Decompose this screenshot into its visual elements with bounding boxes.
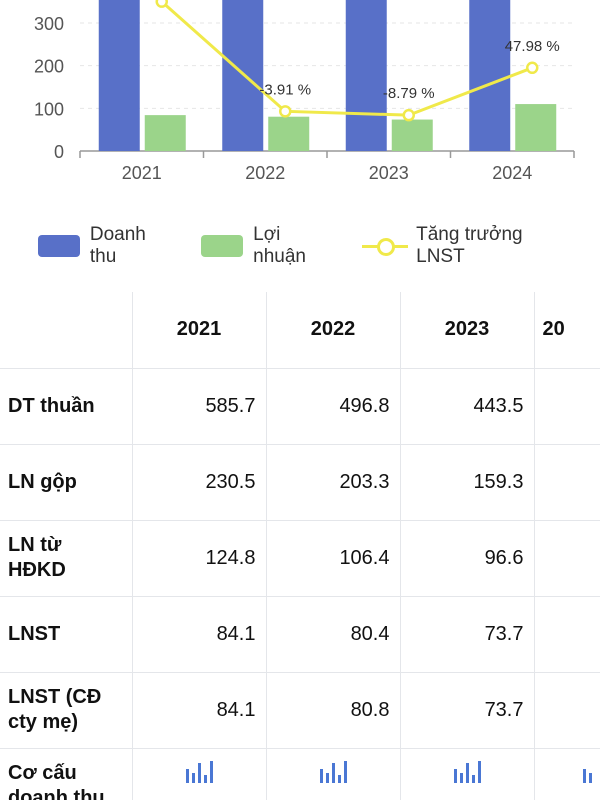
- growth-data-label: 47.98 %: [505, 38, 560, 55]
- bar-revenue: [345, 0, 387, 152]
- table-cell[interactable]: [534, 748, 600, 800]
- legend-item-growth[interactable]: Tăng trưởng LNST: [362, 224, 576, 268]
- bar-profit: [268, 116, 310, 151]
- growth-point: [402, 108, 415, 122]
- bar-revenue: [469, 0, 511, 151]
- financial-table: 2021 2022 2023 20 DT thuần 585.7 496.8 4…: [0, 292, 600, 800]
- table-header-cell: 20: [534, 292, 600, 369]
- table-cell: 159.3: [400, 444, 535, 521]
- growth-point: [279, 105, 292, 118]
- table-cell: 106.4: [266, 520, 401, 597]
- x-tick-label: 2024: [492, 163, 532, 183]
- table-cell: 124.8: [132, 520, 267, 597]
- legend-swatch-growth: [362, 235, 408, 257]
- table-cell: 443.5: [400, 368, 535, 445]
- growth-point: [155, 0, 168, 8]
- table-cell[interactable]: [132, 748, 267, 800]
- table-cell: 203.3: [266, 444, 401, 521]
- table-cell: 73.7: [400, 596, 535, 673]
- table-cell: [534, 596, 600, 673]
- table-cell: 230.5: [132, 444, 267, 521]
- row-label: LN từ HĐKD: [0, 520, 133, 597]
- financial-table-wrapper[interactable]: 2021 2022 2023 20 DT thuần 585.7 496.8 4…: [0, 292, 600, 800]
- bar-profit: [144, 115, 186, 151]
- table-cell: 73.7: [400, 672, 535, 749]
- row-label: LN gộp: [0, 444, 133, 521]
- y-tick-label: 300: [34, 14, 64, 34]
- legend-item-revenue[interactable]: Doanh thu: [38, 224, 177, 268]
- chart-legend: Doanh thu Lợi nhuận Tăng trưởng LNST: [0, 215, 600, 277]
- table-header-cell: 2022: [266, 292, 401, 369]
- table-cell: [534, 368, 600, 445]
- bar-profit: [391, 119, 433, 151]
- legend-item-profit[interactable]: Lợi nhuận: [201, 224, 338, 268]
- x-tick-label: 2023: [369, 163, 409, 183]
- x-tick-label: 2021: [122, 163, 162, 183]
- row-label: Cơ cấu doanh thu: [0, 748, 133, 800]
- table-row: Cơ cấu doanh thu: [0, 748, 600, 800]
- mini-bar-chart-icon[interactable]: [543, 761, 600, 783]
- table-header-cell: 2023: [400, 292, 535, 369]
- bar-revenue: [98, 0, 140, 151]
- table-cell[interactable]: [266, 748, 401, 800]
- table-cell[interactable]: [400, 748, 535, 800]
- mini-bar-chart-icon[interactable]: [275, 760, 392, 783]
- table-cell: 80.8: [266, 672, 401, 749]
- legend-label-profit: Lợi nhuận: [253, 224, 306, 267]
- y-tick-label: 200: [34, 57, 64, 77]
- table-row: LN gộp 230.5 203.3 159.3: [0, 444, 600, 521]
- table-cell: 496.8: [266, 368, 401, 445]
- table-cell: 96.6: [400, 520, 535, 597]
- growth-point: [526, 61, 539, 75]
- table-row: LNST 84.1 80.4 73.7: [0, 596, 600, 673]
- legend-swatch-revenue: [38, 235, 80, 257]
- revenue-profit-chart: 0 100 200 300 2021 2022 2023 2024 -3.91 % -8.79 %…: [0, 0, 600, 215]
- legend-swatch-profit: [201, 235, 244, 257]
- table-header-cell: 2021: [132, 292, 267, 369]
- table-cell: [534, 520, 600, 597]
- table-cell: 585.7: [132, 368, 267, 445]
- y-tick-label: 0: [54, 142, 64, 162]
- legend-label-growth: Tăng trưởng LNST: [416, 224, 523, 267]
- growth-line: [160, 0, 533, 117]
- table-row: LNST (CĐ cty mẹ) 84.1 80.8 73.7: [0, 672, 600, 749]
- x-tick-label: 2022: [245, 163, 285, 183]
- bar-profit: [515, 104, 557, 151]
- table-cell: 84.1: [132, 672, 267, 749]
- row-label: LNST: [0, 596, 133, 673]
- growth-data-label: -3.91 %: [259, 81, 311, 98]
- table-header-row: 2021 2022 2023 20: [0, 292, 600, 369]
- chart-svg: 0 100 200 300 2021 2022 2023 2024 -3.91 % -8.79 %…: [34, 0, 575, 183]
- row-label: DT thuần: [0, 368, 133, 445]
- row-label: LNST (CĐ cty mẹ): [0, 672, 133, 749]
- legend-label-revenue: Doanh thu: [89, 224, 146, 267]
- table-row: LN từ HĐKD 124.8 106.4 96.6: [0, 520, 600, 597]
- mini-bar-chart-icon[interactable]: [409, 760, 526, 783]
- y-tick-label: 100: [34, 99, 64, 119]
- table-cell: 80.4: [266, 596, 401, 673]
- table-cell: [534, 444, 600, 521]
- table-header-cell: [0, 292, 133, 369]
- table-cell: 84.1: [132, 596, 267, 673]
- table-row: DT thuần 585.7 496.8 443.5: [0, 368, 600, 445]
- growth-data-label: -8.79 %: [383, 85, 435, 102]
- table-cell: [534, 672, 600, 749]
- mini-bar-chart-icon[interactable]: [141, 760, 258, 783]
